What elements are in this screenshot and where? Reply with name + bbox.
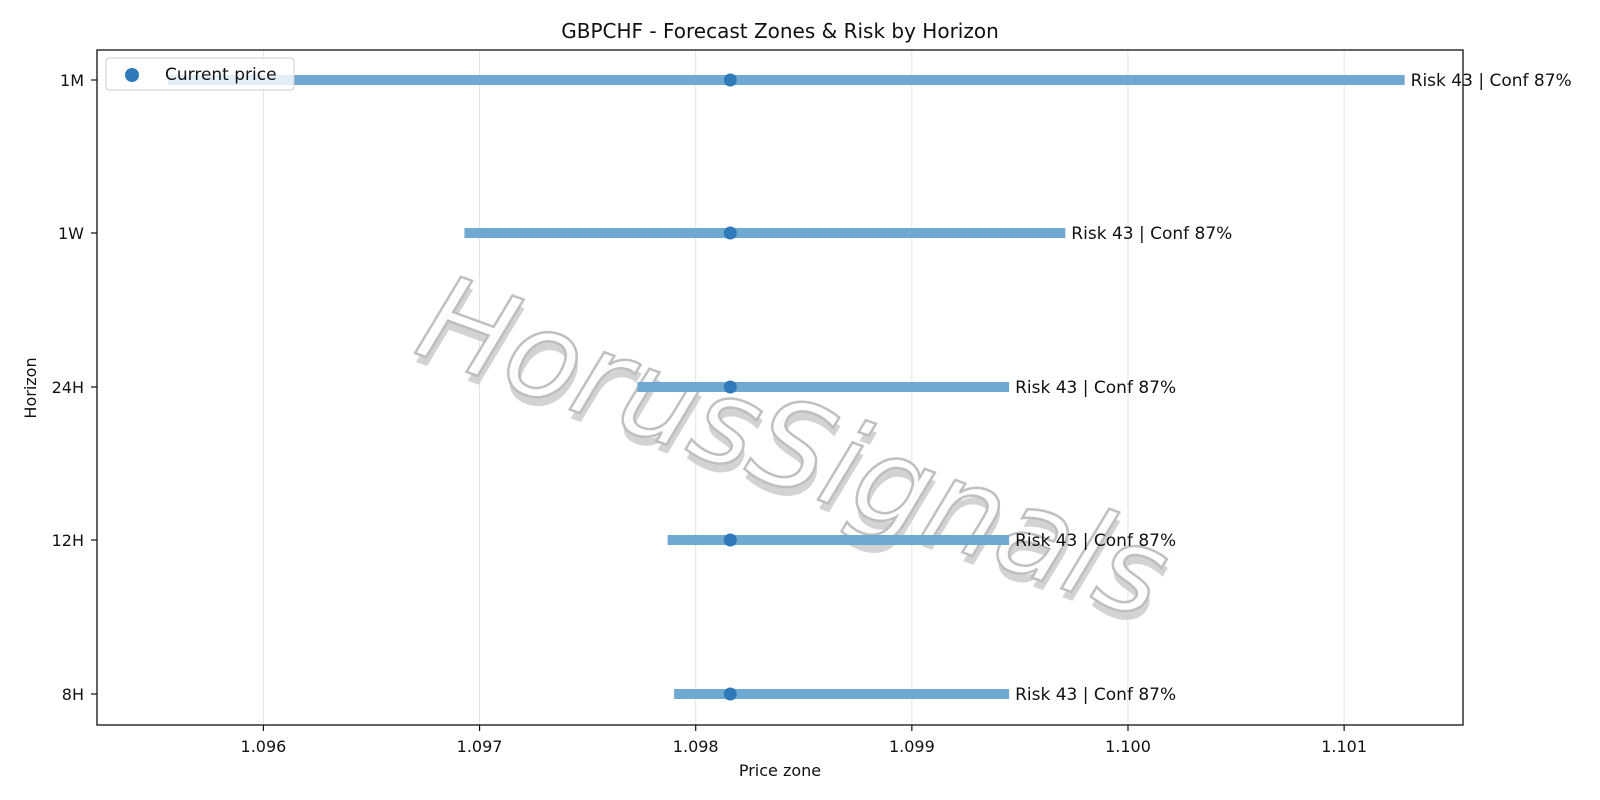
x-tick-label: 1.100 — [1105, 737, 1151, 756]
range-bar-1m — [168, 75, 1405, 85]
x-tick-label: 1.096 — [241, 737, 287, 756]
risk-confidence-label: Risk 43 | Conf 87% — [1411, 71, 1572, 91]
range-bar-24h — [637, 382, 1010, 392]
legend-marker — [125, 68, 139, 82]
x-tick-label: 1.101 — [1321, 737, 1367, 756]
x-tick-label: 1.098 — [673, 737, 719, 756]
legend-label: Current price — [165, 65, 277, 85]
legend-box — [105, 57, 295, 91]
watermark-text: HorusSignals — [402, 249, 1185, 647]
current-price-point — [723, 226, 737, 240]
x-tick-label: 1.097 — [457, 737, 503, 756]
y-tick-label: 12H — [52, 531, 84, 550]
range-bar-8h — [674, 689, 1010, 699]
y-tick-label: 1M — [60, 71, 84, 90]
risk-confidence-label: Risk 43 | Conf 87% — [1015, 378, 1176, 398]
legend: Current price — [105, 57, 295, 91]
risk-confidence-label: Risk 43 | Conf 87% — [1015, 685, 1176, 705]
chart-title: GBPCHF - Forecast Zones & Risk by Horizo… — [561, 19, 999, 43]
range-bar-12h — [667, 535, 1010, 545]
current-price-point — [723, 533, 737, 547]
risk-confidence-label: Risk 43 | Conf 87% — [1071, 224, 1232, 244]
current-price-point — [723, 380, 737, 394]
x-tick-label: 1.099 — [889, 737, 935, 756]
watermark: HorusSignals HorusSignals — [401, 247, 1187, 655]
current-price-point — [723, 687, 737, 701]
range-bar-1w — [464, 228, 1066, 238]
y-tick-label: 1W — [58, 224, 84, 243]
y-tick-label: 8H — [62, 685, 84, 704]
current-price-points — [723, 73, 737, 701]
x-axis-label: Price zone — [739, 761, 821, 780]
range-bars — [168, 75, 1405, 699]
annotations: Risk 43 | Conf 87% Risk 43 | Conf 87% Risk… — [1015, 71, 1572, 705]
current-price-point — [723, 73, 737, 87]
y-tick-label: 24H — [52, 378, 84, 397]
y-axis-label: Horizon — [21, 357, 40, 418]
risk-confidence-label: Risk 43 | Conf 87% — [1015, 531, 1176, 551]
axis-ticks: 1.096 1.097 1.098 1.099 1.100 1.101 1M 1W 24H 12H… — [52, 71, 1367, 756]
